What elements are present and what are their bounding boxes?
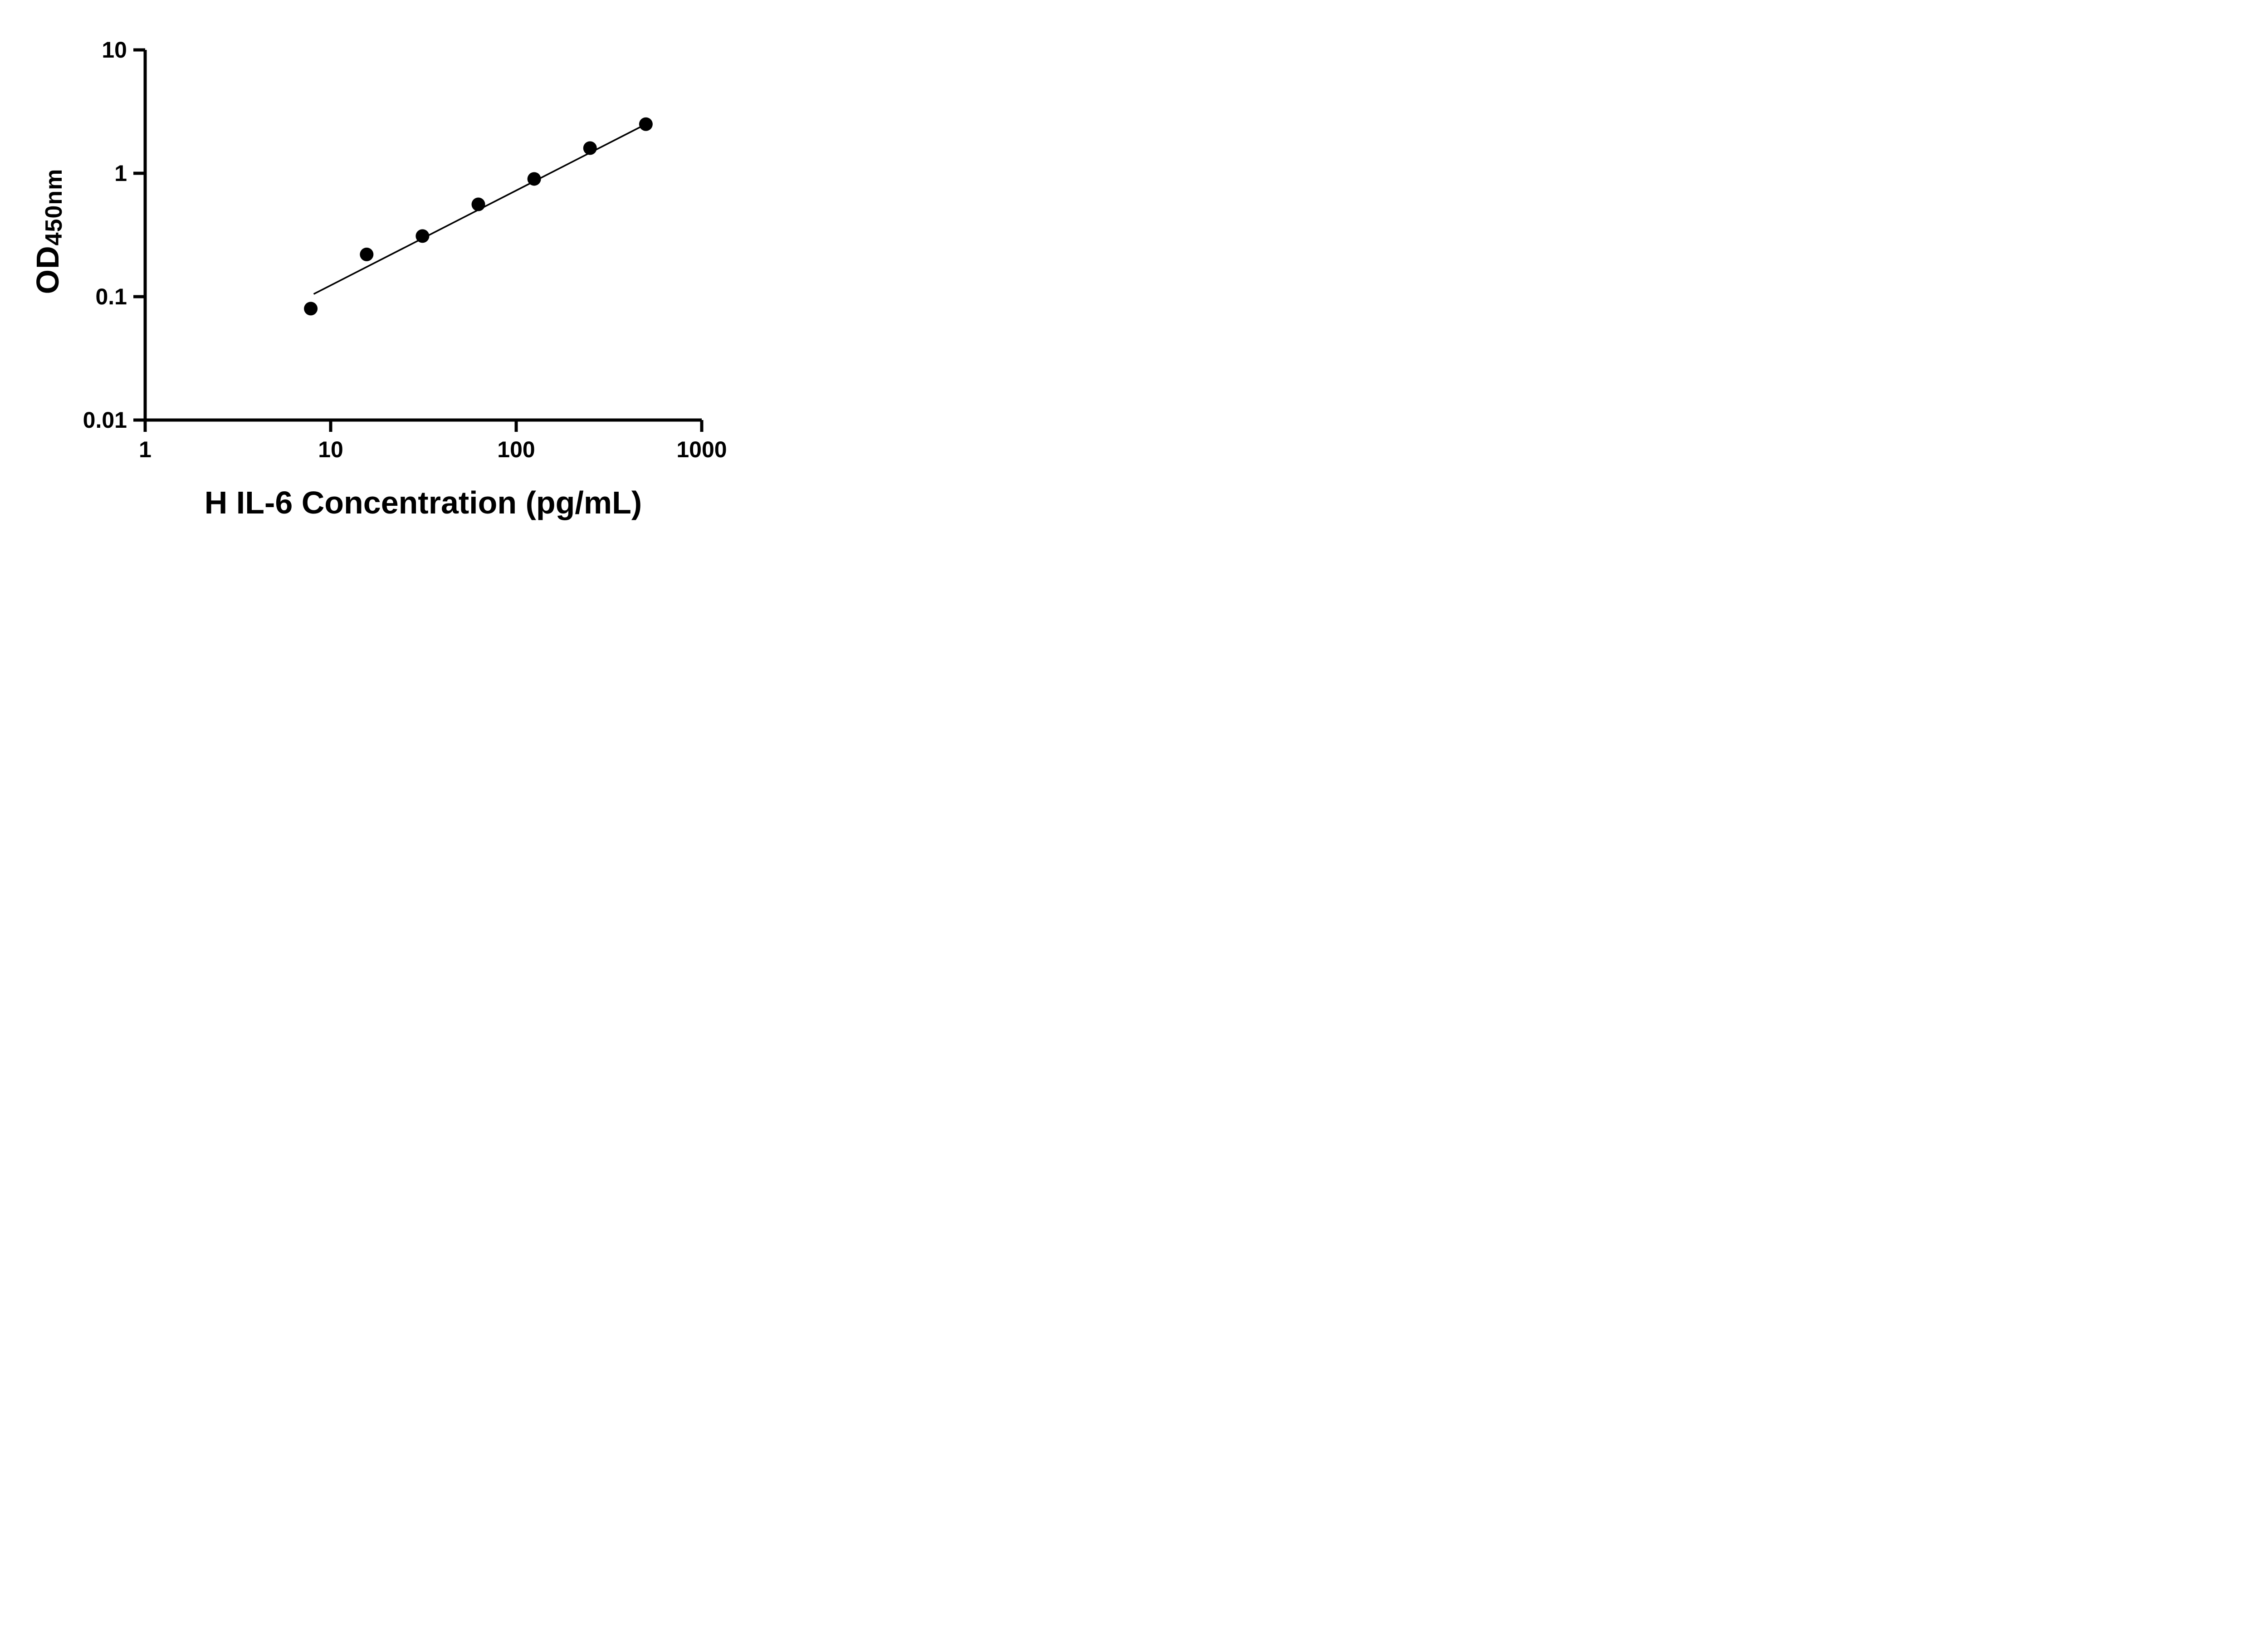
x-tick-label: 10 <box>318 437 343 462</box>
data-point <box>583 141 597 155</box>
standard-curve-plot: 1 10 100 1000 0.01 0.1 1 10 <box>83 37 727 462</box>
y-tick-label: 0.1 <box>95 284 127 309</box>
x-tick-label: 100 <box>497 437 535 462</box>
data-point <box>360 247 374 261</box>
data-point <box>639 117 653 131</box>
data-point <box>471 197 485 211</box>
y-axis-title-main: OD <box>30 245 65 294</box>
elisa-standard-curve-figure: 1 10 100 1000 0.01 0.1 1 10 OD450nm H IL-6 Conc… <box>0 0 776 544</box>
y-tick-label: 1 <box>114 161 127 186</box>
x-axis-title: H IL-6 Concentration (pg/mL) <box>204 485 642 520</box>
y-tick-label: 0.01 <box>83 407 127 433</box>
data-point <box>527 172 541 186</box>
x-tick-label: 1000 <box>676 437 727 462</box>
y-tick-label: 10 <box>102 37 127 63</box>
data-point <box>415 229 430 243</box>
x-tick-label: 1 <box>139 437 152 462</box>
y-axis-title-sub: 450nm <box>41 168 68 246</box>
y-axis-title: OD450nm <box>29 168 68 294</box>
data-point <box>304 302 318 316</box>
